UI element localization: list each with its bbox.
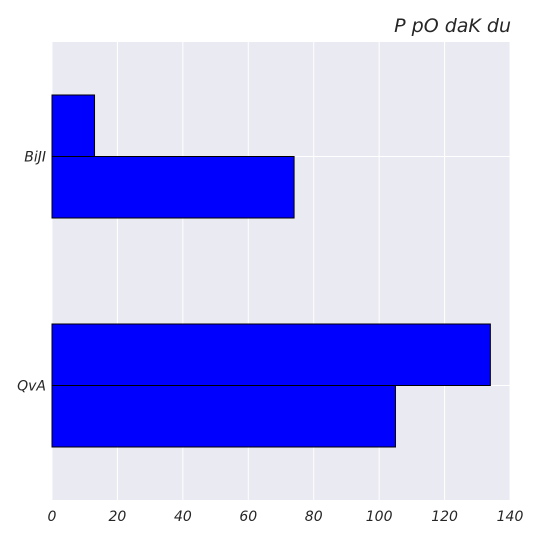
- y-tick-label: QvA: [17, 379, 46, 395]
- x-axis: 0 20 40 60 80 100 120 140: [48, 509, 524, 525]
- x-tick-label: 120: [431, 509, 458, 525]
- y-tick-label: BiJI: [24, 150, 46, 166]
- chart-title: P pO daK du: [394, 15, 511, 37]
- bar-QvA-series-1: [51, 323, 491, 386]
- x-tick-label: 80: [305, 509, 323, 525]
- bar-BiJI-series-1: [51, 94, 96, 157]
- bar-QvA-series-2: [51, 385, 396, 448]
- bars: [51, 94, 491, 448]
- y-axis: BiJI QvA: [17, 150, 46, 395]
- x-tick-label: 60: [239, 509, 257, 525]
- bar-BiJI-series-2: [51, 156, 295, 219]
- x-tick-label: 40: [174, 509, 192, 525]
- x-tick-label: 100: [366, 509, 393, 525]
- x-tick-label: 140: [497, 509, 524, 525]
- x-tick-label: 20: [109, 509, 127, 525]
- x-tick-label: 0: [48, 509, 57, 525]
